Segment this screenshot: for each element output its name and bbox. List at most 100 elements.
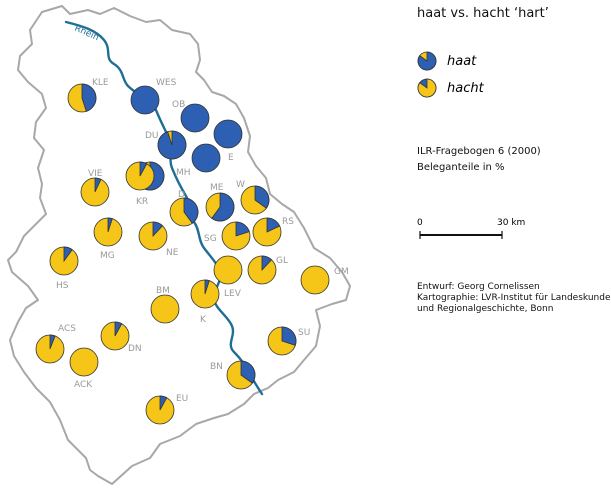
pie-base bbox=[213, 255, 243, 285]
pie-slice-haat bbox=[63, 246, 73, 263]
place-label-du: DU bbox=[145, 131, 159, 141]
pie-kle bbox=[67, 83, 97, 113]
pie-d bbox=[169, 197, 199, 227]
pie-rs bbox=[252, 217, 282, 247]
pie-base bbox=[191, 143, 221, 173]
pie-slice-haat bbox=[261, 255, 273, 272]
scale-end-label: 30 km bbox=[497, 218, 526, 228]
pie-gl bbox=[247, 255, 277, 285]
place-label-d: D bbox=[178, 190, 185, 200]
pie-hs bbox=[49, 246, 79, 276]
pie-bn bbox=[226, 360, 256, 390]
region-border bbox=[7, 5, 351, 485]
source-info: ILR-Fragebogen 6 (2000) Beleganteile in … bbox=[417, 144, 541, 176]
pie-slice-haat bbox=[107, 217, 113, 233]
legend-label-haat: haat bbox=[447, 53, 477, 69]
place-label-acs: ACS bbox=[58, 324, 76, 334]
pie-gm bbox=[300, 265, 330, 295]
pie-slice-haat bbox=[254, 185, 270, 209]
pie-wes bbox=[130, 85, 160, 115]
pie-slice-haat bbox=[157, 130, 187, 160]
legend-item-haat: haat bbox=[417, 50, 476, 72]
pie-slice-haat bbox=[139, 161, 148, 177]
pie-mg bbox=[93, 217, 123, 247]
place-label-me: ME bbox=[210, 183, 224, 193]
pie-slice-haat bbox=[49, 334, 56, 350]
pie-slice-haat bbox=[183, 197, 199, 224]
place-label-mg: MG bbox=[100, 251, 115, 261]
pie-markers bbox=[35, 83, 330, 425]
place-label-bm: BM bbox=[156, 286, 170, 296]
place-label-kle: KLE bbox=[92, 78, 109, 88]
map-title: haat vs. hacht ‘hart’ bbox=[417, 6, 549, 21]
place-label-w: W bbox=[236, 180, 245, 190]
pie-slice-haat bbox=[94, 177, 102, 193]
pie-base bbox=[180, 103, 210, 133]
pie-ack bbox=[69, 347, 99, 377]
place-label-wes: WES bbox=[156, 78, 177, 88]
unit-label: Beleganteile in % bbox=[417, 162, 505, 173]
pie-slice-haat bbox=[152, 221, 164, 238]
place-label-lev: LEV bbox=[224, 289, 242, 299]
place-label-su: SU bbox=[298, 328, 310, 338]
pie-su bbox=[267, 326, 297, 356]
place-label-k: K bbox=[200, 315, 207, 325]
credits-cartography-2: und Regionalgeschichte, Bonn bbox=[417, 304, 554, 314]
pie-ne bbox=[138, 221, 168, 251]
pie-vie bbox=[80, 177, 110, 207]
credits-cartography: Kartographie: LVR-Institut für Landeskun… bbox=[417, 293, 611, 303]
place-label-eu: EU bbox=[176, 394, 188, 404]
place-label-mh: MH bbox=[176, 168, 191, 178]
pie-acs bbox=[35, 334, 65, 364]
pie-base bbox=[300, 265, 330, 295]
place-label-ne: NE bbox=[166, 248, 179, 258]
pie-dn bbox=[100, 321, 130, 351]
place-label-kr: KR bbox=[136, 197, 148, 207]
scale-line bbox=[419, 231, 503, 239]
legend-swatch-hacht bbox=[417, 78, 437, 98]
pie-slice-haat bbox=[81, 83, 97, 112]
scale-bar: 0 30 km bbox=[417, 218, 527, 242]
place-label-gm: GM bbox=[334, 267, 349, 277]
credits-design: Entwurf: Georg Cornelissen bbox=[417, 282, 540, 292]
pie-base bbox=[69, 347, 99, 377]
pie-ob bbox=[180, 103, 210, 133]
pie-kr bbox=[125, 161, 155, 191]
pie-base bbox=[213, 119, 243, 149]
place-label-dn: DN bbox=[128, 344, 142, 354]
pie-sg bbox=[221, 221, 251, 251]
place-label-hs: HS bbox=[56, 281, 69, 291]
place-label-sg: SG bbox=[204, 234, 217, 244]
pie-k bbox=[190, 279, 220, 309]
place-label-rs: RS bbox=[282, 217, 294, 227]
pie-slice-haat bbox=[235, 221, 250, 237]
pie-slice-haat bbox=[159, 395, 168, 411]
pie-eu bbox=[145, 395, 175, 425]
pie-slice-haat bbox=[266, 217, 281, 233]
pie-base bbox=[130, 85, 160, 115]
pie-slice-haat bbox=[281, 326, 297, 346]
pie-me bbox=[205, 192, 235, 222]
pie-bo bbox=[213, 119, 243, 149]
place-label-ob: OB bbox=[172, 100, 185, 110]
scale-start-label: 0 bbox=[417, 218, 423, 228]
pie-w bbox=[240, 185, 270, 215]
legend-label-hacht: hacht bbox=[447, 80, 484, 96]
pie-slice-haat bbox=[240, 360, 256, 384]
place-label-vie: VIE bbox=[88, 169, 103, 179]
pie-du bbox=[157, 130, 187, 160]
pie-lev bbox=[213, 255, 243, 285]
place-label-bn: BN bbox=[210, 362, 223, 372]
place-label-ack: ACK bbox=[74, 380, 93, 390]
pie-e bbox=[191, 143, 221, 173]
legend-item-hacht: hacht bbox=[417, 77, 484, 99]
place-label-gl: GL bbox=[276, 256, 288, 266]
pie-slice-haat bbox=[211, 192, 235, 222]
questionnaire-label: ILR-Fragebogen 6 (2000) bbox=[417, 146, 541, 157]
legend-swatch-haat bbox=[417, 51, 437, 71]
pie-base bbox=[150, 294, 180, 324]
place-label-e: E bbox=[228, 153, 234, 163]
pie-slice-haat bbox=[204, 279, 210, 295]
pie-bm bbox=[150, 294, 180, 324]
